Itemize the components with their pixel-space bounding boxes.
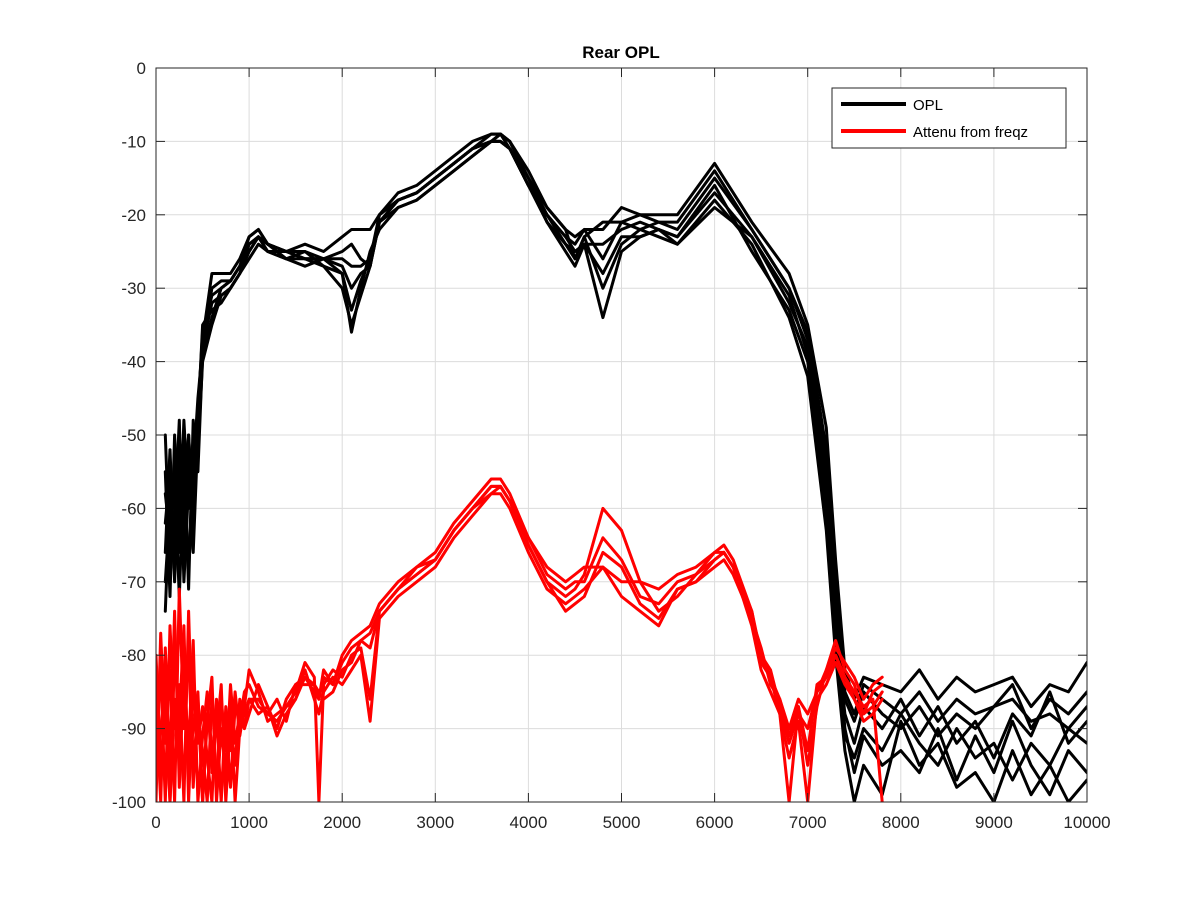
- y-tick-label: -60: [121, 499, 146, 518]
- legend-label-opl: OPL: [913, 97, 943, 114]
- y-tick-label: -70: [121, 573, 146, 592]
- y-tick-label: -100: [112, 793, 146, 812]
- legend-label-attenu: Attenu from freqz: [913, 124, 1028, 141]
- y-tick-label: -90: [121, 720, 146, 739]
- x-tick-label: 3000: [416, 813, 454, 832]
- legend-box: [831, 87, 1067, 149]
- x-tick-label: 7000: [789, 813, 827, 832]
- x-tick-label: 8000: [882, 813, 920, 832]
- y-tick-label: -20: [121, 206, 146, 225]
- x-tick-label: 10000: [1063, 813, 1110, 832]
- x-tick-label: 0: [151, 813, 160, 832]
- x-tick-label: 1000: [230, 813, 268, 832]
- y-tick-label: -40: [121, 353, 146, 372]
- series-layer: [156, 132, 1087, 802]
- attenu-series-line-9: [156, 492, 884, 802]
- grid: [156, 68, 1087, 802]
- x-tick-label: 6000: [696, 813, 734, 832]
- x-tick-label: 2000: [323, 813, 361, 832]
- opl-series-line-6: [163, 139, 1087, 782]
- legend: OPL Attenu from freqz: [831, 87, 1067, 149]
- ticks: 0 1000 2000 3000 4000 5000 6000 7000 8000 9000 100…: [112, 59, 1111, 832]
- y-tick-label: 0: [137, 59, 146, 78]
- x-tick-label: 5000: [603, 813, 641, 832]
- chart-title: Rear OPL: [582, 43, 659, 62]
- y-tick-label: -50: [121, 426, 146, 445]
- y-tick-label: -10: [121, 132, 146, 151]
- x-tick-label: 9000: [975, 813, 1013, 832]
- y-tick-label: -30: [121, 279, 146, 298]
- y-tick-label: -80: [121, 646, 146, 665]
- attenu-series-line-11: [156, 484, 884, 802]
- x-tick-label: 4000: [509, 813, 547, 832]
